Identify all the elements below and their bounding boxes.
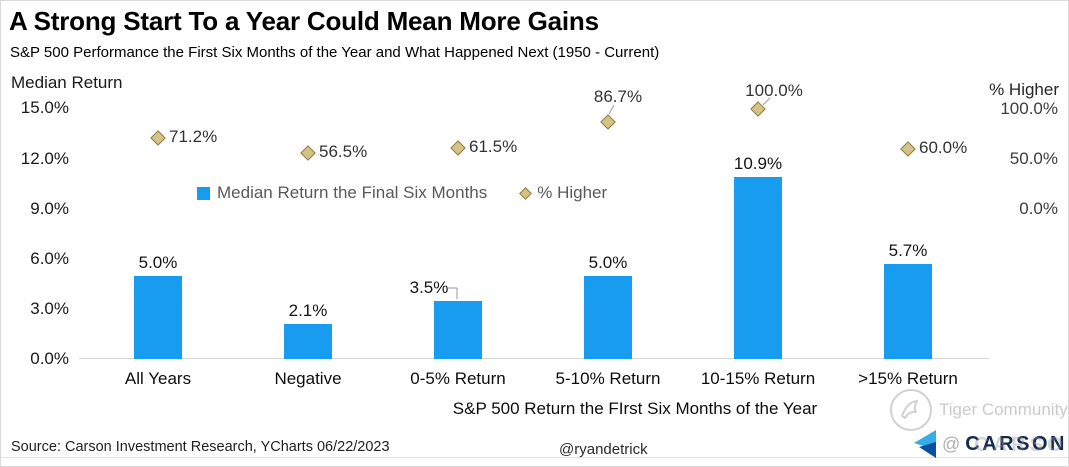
- bar-value-label: 5.7%: [888, 241, 928, 260]
- category-label: All Years: [124, 369, 192, 388]
- legend-bar-label: Median Return the Final Six Months: [217, 183, 488, 202]
- bar-value-label: 2.1%: [288, 301, 328, 320]
- left-axis-tick: 15.0%: [20, 98, 69, 117]
- bar-value-label: 10.9%: [733, 154, 783, 174]
- right-axis-tick: 0.0%: [1019, 199, 1058, 218]
- legend: Median Return the Final Six Months % Hig…: [197, 183, 607, 203]
- bar--15-return: [884, 264, 932, 359]
- marker-value-label: 100.0%: [745, 81, 803, 100]
- marker-value-label: 56.5%: [319, 141, 368, 161]
- tiger-logo-icon: [890, 389, 932, 431]
- marker-value-label: 61.5%: [469, 136, 518, 156]
- bar-value-label: 5.0%: [138, 252, 178, 272]
- percent-higher-marker: [900, 141, 916, 157]
- bottom-divider: [1, 457, 1068, 458]
- marker-value-label: 86.7%: [593, 87, 643, 107]
- bar-5-10-return: [584, 275, 632, 359]
- percent-higher-marker: [750, 101, 766, 117]
- right-axis-tick: 50.0%: [1009, 149, 1058, 168]
- category-label: 10-15% Return: [700, 369, 816, 388]
- tiger-community-watermark: Tiger Community: [889, 388, 1068, 432]
- legend-bar-swatch: [197, 186, 210, 200]
- bar-negative: [284, 324, 332, 359]
- category-label: 5-10% Return: [555, 369, 661, 388]
- percent-higher-marker: [450, 139, 466, 156]
- bar-10-15-return: [734, 177, 782, 359]
- category-label: 0-5% Return: [410, 369, 506, 388]
- carson-ghost-watermark: CARSON: [974, 433, 1068, 456]
- tiger-watermark-text: Tiger Community: [939, 400, 1068, 419]
- page-title: A Strong Start To a Year Could Mean More…: [9, 6, 599, 36]
- legend-diamond-swatch: [519, 186, 533, 200]
- bar-value-label: 3.5%: [409, 277, 449, 297]
- legend-diamond-label: % Higher: [537, 183, 608, 202]
- x-axis-title: S&P 500 Return the FIrst Six Months of t…: [452, 399, 818, 418]
- bar-0-5-return: [434, 300, 482, 359]
- carson-logo-text: CARSON CARSON: [965, 432, 1068, 456]
- percent-higher-marker: [600, 114, 616, 131]
- right-axis-tick: 100.0%: [1000, 99, 1058, 118]
- percent-higher-marker: [300, 144, 316, 161]
- chart-subtitle: S&P 500 Performance the First Six Months…: [10, 44, 660, 61]
- left-axis-tick: 0.0%: [30, 349, 69, 368]
- author-handle: @ryandetrick: [559, 441, 648, 458]
- source-note: Source: Carson Investment Research, YCha…: [11, 439, 390, 455]
- carson-logo: @ CARSON CARSON: [911, 429, 1068, 459]
- right-axis-title: % Higher: [989, 80, 1059, 99]
- x-axis-line: [79, 358, 989, 359]
- left-axis-tick: 6.0%: [30, 249, 69, 268]
- carson-logo-icon: [914, 430, 936, 458]
- left-axis-tick: 12.0%: [20, 148, 69, 168]
- category-label: >15% Return: [858, 369, 958, 388]
- bar-value-label: 5.0%: [588, 252, 628, 272]
- left-axis-title: Median Return: [11, 73, 123, 92]
- percent-higher-marker: [150, 130, 166, 146]
- left-axis-tick: 3.0%: [30, 299, 69, 318]
- carson-logo-word: CARSON: [965, 432, 1067, 455]
- left-axis-tick: 9.0%: [30, 199, 69, 218]
- category-label: Negative: [274, 369, 342, 388]
- watermark-at-sign: @: [942, 433, 961, 454]
- marker-value-label: 71.2%: [169, 126, 218, 146]
- marker-value-label: 60.0%: [919, 138, 968, 157]
- bar-all-years: [134, 275, 182, 359]
